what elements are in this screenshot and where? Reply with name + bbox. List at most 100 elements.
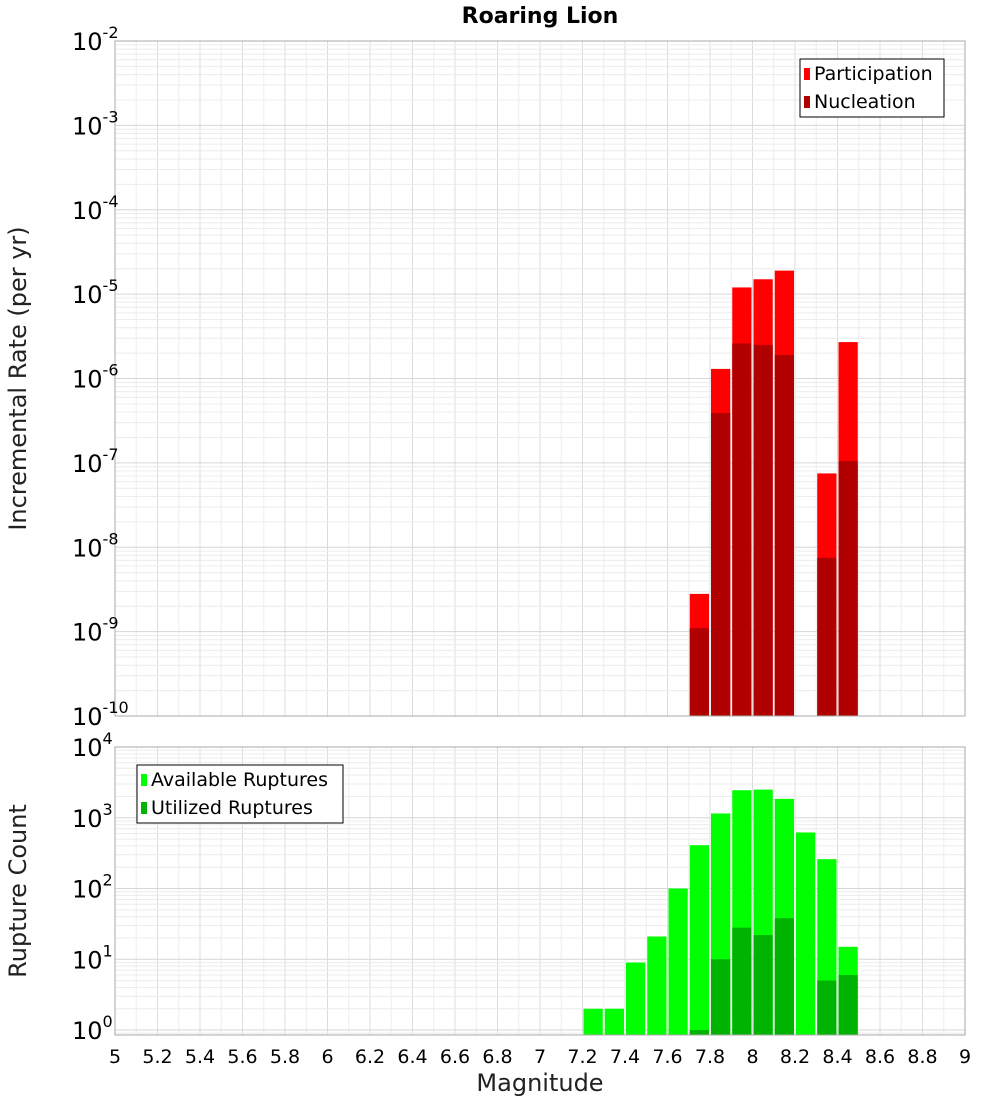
y-tick-exponent: -7 xyxy=(103,445,119,464)
x-tick-label: 8.4 xyxy=(822,1046,852,1068)
y-tick-exponent: -4 xyxy=(103,192,119,211)
y-tick-label: 10-2 xyxy=(72,23,119,56)
y-tick-exponent: -6 xyxy=(103,361,119,380)
y-axis-label: Rupture Count xyxy=(4,804,32,978)
y-tick-base: 10 xyxy=(72,281,103,309)
x-tick-label: 8.2 xyxy=(780,1046,810,1068)
y-tick-exponent: -8 xyxy=(103,529,119,548)
legend-label: Participation xyxy=(814,63,933,85)
y-tick-exponent: -10 xyxy=(103,698,129,717)
y-tick-base: 10 xyxy=(72,703,103,731)
plot-frame xyxy=(114,746,966,1036)
bar xyxy=(604,1008,624,1035)
y-tick-label: 101 xyxy=(72,941,113,974)
y-tick-exponent: 3 xyxy=(103,800,113,819)
y-tick-base: 10 xyxy=(72,876,103,904)
bar xyxy=(711,959,731,1035)
y-tick-exponent: -2 xyxy=(103,23,119,42)
legend-box xyxy=(799,58,945,118)
y-tick-label: 104 xyxy=(72,729,113,762)
y-tick-base: 10 xyxy=(72,197,103,225)
legend-label: Nucleation xyxy=(814,91,916,113)
y-axis-label: Incremental Rate (per yr) xyxy=(4,226,32,530)
x-tick-label: 5 xyxy=(109,1046,121,1068)
x-tick-label: 5.4 xyxy=(185,1046,215,1068)
bar xyxy=(753,344,773,716)
x-tick-label: 5.6 xyxy=(227,1046,257,1068)
bar xyxy=(817,557,837,716)
y-tick-exponent: 1 xyxy=(103,941,113,960)
bar xyxy=(732,927,752,1035)
legend-label: Available Ruptures xyxy=(151,769,328,791)
bar xyxy=(689,1030,709,1035)
legend-swatch xyxy=(141,774,147,786)
y-tick-label: 100 xyxy=(72,1012,113,1045)
series-nucleation xyxy=(689,343,858,716)
bar xyxy=(711,413,731,716)
x-tick-label: 8.6 xyxy=(865,1046,895,1068)
chart-title: Roaring Lion xyxy=(462,4,619,29)
y-tick-label: 10-6 xyxy=(72,361,119,394)
x-tick-label: 7.4 xyxy=(610,1046,640,1068)
plot-frame xyxy=(114,40,966,717)
y-tick-label: 10-7 xyxy=(72,445,119,478)
bar xyxy=(838,461,858,716)
y-tick-base: 10 xyxy=(72,1017,103,1045)
y-tick-exponent: 0 xyxy=(103,1012,113,1031)
legend: Participation Nucleation xyxy=(799,58,945,118)
bar xyxy=(796,832,816,1035)
y-tick-base: 10 xyxy=(72,450,103,478)
legend-box xyxy=(136,764,344,824)
bar xyxy=(838,974,858,1035)
bar xyxy=(647,936,667,1035)
legend-swatch xyxy=(141,802,147,814)
y-tick-label: 103 xyxy=(72,800,113,833)
bar xyxy=(583,1008,603,1035)
bar xyxy=(689,845,709,1035)
y-tick-base: 10 xyxy=(72,28,103,56)
y-tick-label: 10-9 xyxy=(72,614,119,647)
bar xyxy=(774,354,794,716)
x-tick-label: 5.2 xyxy=(142,1046,172,1068)
grid xyxy=(114,41,966,717)
bar xyxy=(732,343,752,716)
y-tick-label: 10-5 xyxy=(72,276,119,309)
y-tick-base: 10 xyxy=(72,734,103,762)
x-tick-label: 6.6 xyxy=(440,1046,470,1068)
x-tick-label: 7.2 xyxy=(567,1046,597,1068)
bar xyxy=(753,935,773,1035)
y-tick-base: 10 xyxy=(72,112,103,140)
bar xyxy=(626,962,646,1035)
y-tick-label: 10-4 xyxy=(72,192,119,225)
x-tick-label: 6 xyxy=(321,1046,333,1068)
y-tick-base: 10 xyxy=(72,805,103,833)
y-tick-exponent: -9 xyxy=(103,614,119,633)
x-tick-label: 7.6 xyxy=(652,1046,682,1068)
y-tick-exponent: 4 xyxy=(103,729,113,748)
bar xyxy=(774,918,794,1035)
series-utilized-ruptures xyxy=(689,918,858,1035)
panel-1: 10-1010-910-810-710-610-510-410-310-2Roa… xyxy=(4,4,966,731)
x-tick-label: 6.4 xyxy=(397,1046,427,1068)
x-axis-label: Magnitude xyxy=(476,1069,603,1097)
legend-swatch xyxy=(804,96,810,108)
bar xyxy=(817,980,837,1035)
y-tick-label: 10-3 xyxy=(72,107,119,140)
y-tick-base: 10 xyxy=(72,946,103,974)
x-tick-label: 7 xyxy=(534,1046,546,1068)
x-tick-label: 5.8 xyxy=(270,1046,300,1068)
y-tick-label: 10-10 xyxy=(72,698,129,731)
y-tick-base: 10 xyxy=(72,366,103,394)
y-tick-label: 102 xyxy=(72,871,113,904)
y-tick-exponent: 2 xyxy=(103,871,113,890)
y-tick-base: 10 xyxy=(72,619,103,647)
legend-swatch xyxy=(804,68,810,80)
bar xyxy=(689,628,709,716)
y-tick-exponent: -5 xyxy=(103,276,119,295)
x-tick-label: 8.8 xyxy=(907,1046,937,1068)
legend-label: Utilized Ruptures xyxy=(151,797,313,819)
legend: Available Ruptures Utilized Ruptures xyxy=(136,764,344,824)
bar xyxy=(668,888,688,1035)
